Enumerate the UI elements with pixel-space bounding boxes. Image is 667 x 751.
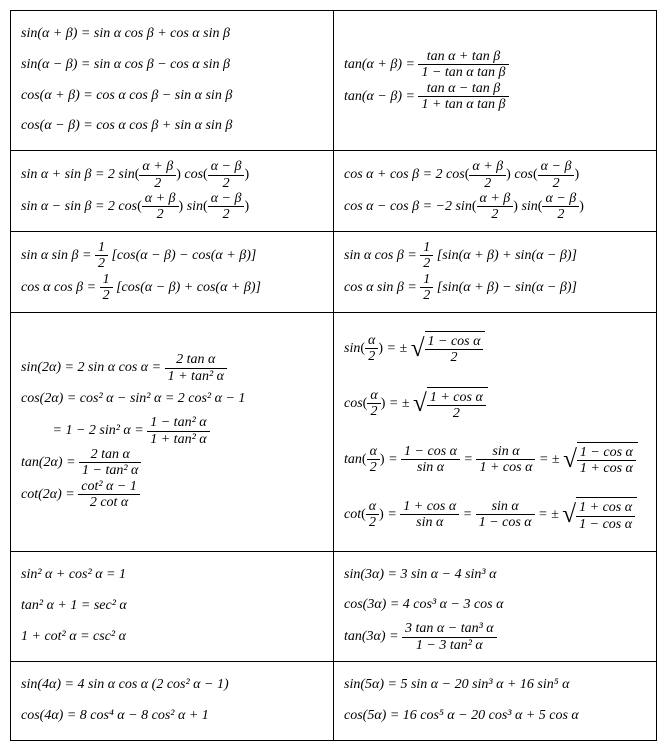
formula: tan(α + β) = tan α + tan β1 − tan α tan … [344, 49, 646, 81]
formula: cos α cos β = 12 [cos(α − β) + cos(α + β… [21, 272, 323, 304]
formula: = 1 − 2 sin² α = 1 − tan² α1 + tan² α [21, 415, 323, 447]
formula: sin(5α) = 5 sin α − 20 sin³ α + 16 sin⁵ … [344, 670, 646, 701]
formula: cot(2α) = cot² α − 12 cot α [21, 479, 323, 511]
cell: sin(α2) = ± 1 − cos α2 cos(α2) = ± 1 + c… [334, 312, 657, 551]
formula: sin(α − β) = sin α cos β − cos α sin β [21, 50, 323, 81]
cell: sin(4α) = 4 sin α cos α (2 cos² α − 1) c… [11, 662, 334, 741]
formula: cos(4α) = 8 cos⁴ α − 8 cos² α + 1 [21, 701, 323, 732]
cell: cos α + cos β = 2 cos(α + β2) cos(α − β2… [334, 151, 657, 232]
cell: sin(5α) = 5 sin α − 20 sin³ α + 16 sin⁵ … [334, 662, 657, 741]
formula: tan(3α) = 3 tan α − tan³ α1 − 3 tan² α [344, 621, 646, 653]
table-row: sin² α + cos² α = 1 tan² α + 1 = sec² α … [11, 551, 657, 662]
table-row: sin(2α) = 2 sin α cos α = 2 tan α1 + tan… [11, 312, 657, 551]
formula: cot(α2) = 1 + cos αsin α = sin α1 − cos … [344, 487, 646, 542]
formula: cos(5α) = 16 cos⁵ α − 20 cos³ α + 5 cos … [344, 701, 646, 732]
formula: tan(α − β) = tan α − tan β1 + tan α tan … [344, 81, 646, 113]
formula: cos α − cos β = −2 sin(α + β2) sin(α − β… [344, 191, 646, 223]
table-row: sin α sin β = 12 [cos(α − β) − cos(α + β… [11, 232, 657, 313]
table-row: sin α + sin β = 2 sin(α + β2) cos(α − β2… [11, 151, 657, 232]
formula: sin α + sin β = 2 sin(α + β2) cos(α − β2… [21, 159, 323, 191]
formula: sin α sin β = 12 [cos(α − β) − cos(α + β… [21, 240, 323, 272]
formula: cos α sin β = 12 [sin(α + β) − sin(α − β… [344, 272, 646, 304]
formula: sin(2α) = 2 sin α cos α = 2 tan α1 + tan… [21, 352, 323, 384]
formula: cos(3α) = 4 cos³ α − 3 cos α [344, 590, 646, 621]
formula: sin(3α) = 3 sin α − 4 sin³ α [344, 560, 646, 591]
formula: sin(α2) = ± 1 − cos α2 [344, 321, 646, 376]
formula: 1 + cot² α = csc² α [21, 622, 323, 653]
cell: sin² α + cos² α = 1 tan² α + 1 = sec² α … [11, 551, 334, 662]
table-row: sin(α + β) = sin α cos β + cos α sin β s… [11, 11, 657, 151]
cell: sin(α + β) = sin α cos β + cos α sin β s… [11, 11, 334, 151]
formula: sin(α + β) = sin α cos β + cos α sin β [21, 19, 323, 50]
formula: cos(α + β) = cos α cos β − sin α sin β [21, 81, 323, 112]
cell: sin(2α) = 2 sin α cos α = 2 tan α1 + tan… [11, 312, 334, 551]
formula: tan² α + 1 = sec² α [21, 591, 323, 622]
formula: cos(2α) = cos² α − sin² α = 2 cos² α − 1 [21, 384, 323, 415]
formula: tan(2α) = 2 tan α1 − tan² α [21, 447, 323, 479]
cell: sin α cos β = 12 [sin(α + β) + sin(α − β… [334, 232, 657, 313]
formula: tan(α2) = 1 − cos αsin α = sin α1 + cos … [344, 432, 646, 487]
formula: cos(α − β) = cos α cos β + sin α sin β [21, 111, 323, 142]
formula: sin² α + cos² α = 1 [21, 560, 323, 591]
formula: sin α − sin β = 2 cos(α + β2) sin(α − β2… [21, 191, 323, 223]
table-row: sin(4α) = 4 sin α cos α (2 cos² α − 1) c… [11, 662, 657, 741]
cell: sin α + sin β = 2 sin(α + β2) cos(α − β2… [11, 151, 334, 232]
formula: sin α cos β = 12 [sin(α + β) + sin(α − β… [344, 240, 646, 272]
formula: sin(4α) = 4 sin α cos α (2 cos² α − 1) [21, 670, 323, 701]
cell: sin α sin β = 12 [cos(α − β) − cos(α + β… [11, 232, 334, 313]
formula: cos(α2) = ± 1 + cos α2 [344, 376, 646, 431]
cell: tan(α + β) = tan α + tan β1 − tan α tan … [334, 11, 657, 151]
trig-identities-table: sin(α + β) = sin α cos β + cos α sin β s… [10, 10, 657, 741]
cell: sin(3α) = 3 sin α − 4 sin³ α cos(3α) = 4… [334, 551, 657, 662]
formula: cos α + cos β = 2 cos(α + β2) cos(α − β2… [344, 159, 646, 191]
